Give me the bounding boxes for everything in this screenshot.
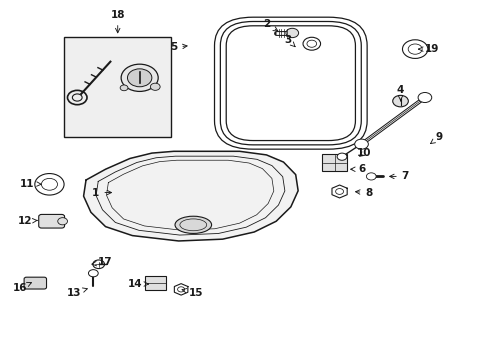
FancyBboxPatch shape [64,37,171,137]
Text: 16: 16 [13,282,31,293]
Circle shape [285,28,298,38]
Text: 12: 12 [18,216,38,226]
Polygon shape [174,284,187,295]
Text: 17: 17 [92,257,113,267]
Circle shape [335,189,343,194]
Circle shape [417,93,431,103]
Polygon shape [83,151,298,241]
Circle shape [127,69,152,87]
Circle shape [354,139,367,149]
Text: 14: 14 [127,279,148,289]
Text: 19: 19 [418,44,439,54]
Text: 10: 10 [356,148,370,158]
Circle shape [93,260,104,269]
Ellipse shape [175,216,211,233]
FancyBboxPatch shape [321,154,346,171]
Circle shape [41,179,58,190]
Circle shape [407,44,421,54]
FancyBboxPatch shape [39,215,64,228]
Circle shape [336,153,346,160]
Circle shape [402,40,427,58]
Text: 4: 4 [396,85,404,101]
Circle shape [392,95,407,107]
Circle shape [177,287,184,292]
Circle shape [35,174,64,195]
Circle shape [150,83,160,90]
Polygon shape [331,185,346,198]
Text: 1: 1 [92,188,111,198]
Circle shape [366,173,375,180]
Circle shape [88,270,98,277]
Text: 6: 6 [350,164,365,174]
Circle shape [120,85,128,91]
Text: 8: 8 [355,188,372,198]
Text: 18: 18 [110,10,125,33]
Text: 7: 7 [389,171,408,181]
Text: 11: 11 [20,179,41,189]
Text: 3: 3 [284,35,294,47]
FancyBboxPatch shape [24,277,46,289]
Circle shape [58,218,67,225]
Circle shape [121,64,158,91]
Circle shape [303,37,320,50]
Text: 13: 13 [66,288,87,298]
Text: 15: 15 [182,288,203,298]
Text: 9: 9 [429,132,442,144]
FancyBboxPatch shape [145,276,166,290]
Circle shape [306,40,316,47]
Text: 2: 2 [262,19,277,31]
Text: 5: 5 [170,42,187,52]
